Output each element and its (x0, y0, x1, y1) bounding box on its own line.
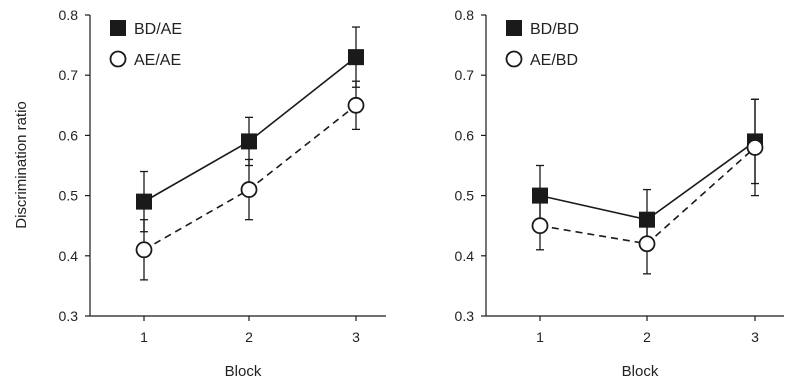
data-point-square (136, 193, 152, 210)
data-point-circle (347, 96, 365, 114)
legend-label: AE/BD (530, 52, 578, 69)
x-tick-label: 2 (643, 329, 651, 345)
legend-label: BD/AE (134, 21, 182, 38)
y-tick-label: 0.6 (455, 127, 475, 143)
data-point-square (348, 49, 364, 66)
x-tick-label: 3 (751, 329, 759, 345)
y-tick-label: 0.3 (455, 308, 475, 324)
legend-marker-circle (109, 50, 127, 68)
y-tick-label: 0.8 (59, 7, 79, 23)
y-tick-label: 0.5 (59, 188, 79, 204)
x-axis-title-right: Block (622, 363, 659, 380)
y-tick-label: 0.4 (59, 248, 79, 264)
y-tick-label: 0.6 (59, 127, 79, 143)
legend-marker-square (506, 20, 522, 36)
data-point-square (532, 187, 548, 204)
data-point-circle (746, 139, 764, 156)
data-point-circle (135, 241, 153, 259)
y-tick-label: 0.7 (59, 67, 79, 83)
data-point-circle (638, 235, 656, 253)
x-axis-title-left: Block (225, 363, 262, 380)
legend-label: AE/AE (134, 52, 181, 69)
x-tick-label: 2 (245, 329, 253, 345)
panel-left: 0.3 0.4 0.5 0.6 0.7 0.8 1 2 3 BD/AE AE/AE Block (59, 7, 386, 380)
data-point-square (241, 133, 257, 150)
y-tick-label: 0.3 (59, 308, 79, 324)
x-tick-label: 1 (536, 329, 544, 345)
y-axis-title: Discrimination ratio (13, 101, 30, 229)
legend-marker-circle (505, 50, 523, 68)
y-tick-label: 0.5 (455, 188, 475, 204)
x-tick-label: 3 (352, 329, 360, 345)
series-line (143, 104, 357, 251)
panel-right: 0.3 0.4 0.5 0.6 0.7 0.8 1 2 3 BD/BD AE/BD Block (455, 7, 784, 380)
plot-area-left: 0.3 0.4 0.5 0.6 0.7 0.8 1 2 3 BD/AE AE/AE (59, 7, 386, 345)
legend-marker-square (110, 20, 126, 36)
x-tick-label: 1 (140, 329, 148, 345)
y-tick-label: 0.8 (455, 7, 475, 23)
y-tick-label: 0.4 (455, 248, 475, 264)
plot-area-right: 0.3 0.4 0.5 0.6 0.7 0.8 1 2 3 BD/BD AE/BD (455, 7, 784, 345)
y-tick-label: 0.7 (455, 67, 475, 83)
legend-label: BD/BD (530, 21, 579, 38)
data-point-circle (531, 217, 549, 235)
data-point-circle (240, 181, 258, 198)
